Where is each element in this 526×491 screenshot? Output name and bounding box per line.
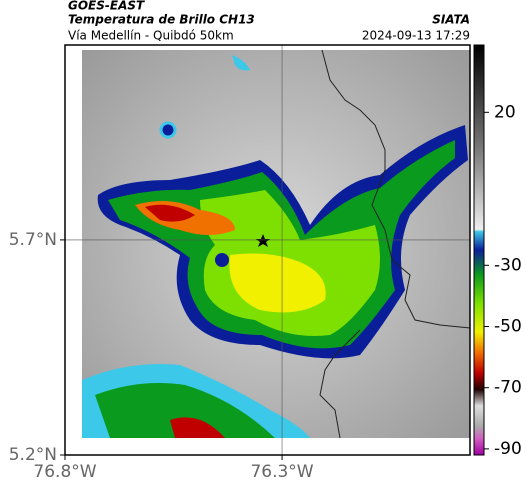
x-tick-label: 76.8°W	[33, 462, 96, 482]
border	[319, 329, 361, 439]
subtitle: Vía Medellín - Quibdó 50km	[68, 29, 234, 43]
small-cloud	[159, 121, 177, 139]
colorbar-label: -50	[494, 316, 522, 336]
cloud-south	[95, 382, 275, 438]
colorbar-label: -30	[494, 255, 522, 275]
imagery	[82, 49, 471, 439]
map-frame	[64, 44, 471, 456]
colorbar-label: -90	[494, 439, 522, 459]
timestamp: 2024-09-13 17:29	[362, 29, 470, 43]
location-star	[256, 234, 270, 247]
colorbar	[473, 44, 485, 456]
colorbar-label: 20	[494, 102, 516, 122]
colorbar-label: -70	[494, 378, 522, 398]
source: GOES-EAST	[68, 0, 145, 13]
cloud-north	[232, 55, 250, 71]
agency: SIATA	[432, 13, 470, 27]
cloud-yellow	[229, 253, 326, 313]
small-cloud	[215, 253, 229, 267]
border	[321, 49, 471, 329]
y-tick-label: 5.7°N	[9, 230, 57, 250]
cloud-south-core	[170, 417, 225, 438]
x-tick-label: 76.3°W	[250, 462, 313, 482]
axes: 76.8°W 76.3°W 5.7°N 5.2°N 20 -30 -50 -70 -90	[9, 45, 522, 482]
title: Temperatura de Brillo CH13	[68, 13, 255, 27]
y-tick-label: 5.2°N	[9, 445, 57, 465]
header: GOES-EAST Temperatura de Brillo CH13 SIA…	[68, 0, 470, 43]
cloud-red	[145, 204, 195, 222]
